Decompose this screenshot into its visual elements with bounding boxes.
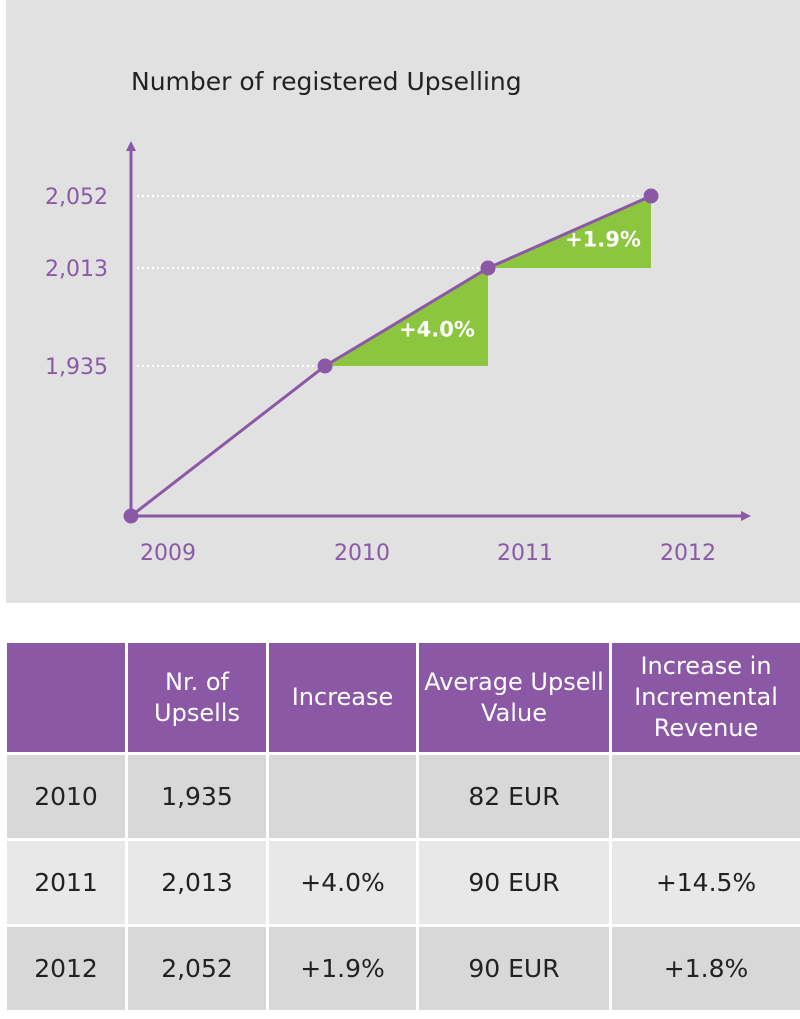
cell-revenue-increase: +1.8%: [612, 927, 800, 1010]
upsell-table: Nr. of Upsells Increase Average Upsell V…: [4, 640, 800, 1013]
table-row: 2011 2,013 +4.0% 90 EUR +14.5%: [7, 841, 800, 924]
table-row: 2012 2,052 +1.9% 90 EUR +1.8%: [7, 927, 800, 1010]
table-row: 2010 1,935 82 EUR: [7, 755, 800, 838]
header-average-upsell-value: Average Upsell Value: [419, 643, 609, 752]
cell-year: 2011: [7, 841, 125, 924]
cell-increase: [269, 755, 416, 838]
header-year: [7, 643, 125, 752]
x-tick-label: 2010: [334, 541, 390, 566]
data-point: [317, 358, 333, 374]
cell-increase: +1.9%: [269, 927, 416, 1010]
data-point: [123, 508, 139, 524]
x-tick-label: 2011: [497, 541, 553, 566]
x-tick-label: 2009: [140, 541, 196, 566]
header-increase: Increase: [269, 643, 416, 752]
chart-panel: Number of registered Upselling +4.0% +1.9…: [6, 0, 800, 603]
chart-title: Number of registered Upselling: [131, 67, 522, 96]
cell-nr-of-upsells: 1,935: [128, 755, 266, 838]
cell-year: 2010: [7, 755, 125, 838]
data-point: [480, 260, 496, 276]
data-point: [643, 188, 659, 204]
series-line: [130, 194, 652, 518]
cell-average-upsell-value: 90 EUR: [419, 841, 609, 924]
cell-nr-of-upsells: 2,013: [128, 841, 266, 924]
cell-revenue-increase: +14.5%: [612, 841, 800, 924]
growth-label: +4.0%: [399, 318, 475, 342]
y-tick-label: 1,935: [45, 355, 108, 380]
cell-average-upsell-value: 82 EUR: [419, 755, 609, 838]
cell-nr-of-upsells: 2,052: [128, 927, 266, 1010]
table-header-row: Nr. of Upsells Increase Average Upsell V…: [7, 643, 800, 752]
y-tick-label: 2,013: [45, 257, 108, 282]
cell-year: 2012: [7, 927, 125, 1010]
x-tick-label: 2012: [660, 541, 716, 566]
cell-increase: +4.0%: [269, 841, 416, 924]
cell-revenue-increase: [612, 755, 800, 838]
y-tick-label: 2,052: [45, 185, 108, 210]
growth-label: +1.9%: [565, 227, 641, 251]
header-nr-of-upsells: Nr. of Upsells: [128, 643, 266, 752]
cell-average-upsell-value: 90 EUR: [419, 927, 609, 1010]
header-increase-incremental-revenue: Increase in Incremental Revenue: [612, 643, 800, 752]
line-chart: Number of registered Upselling +4.0% +1.9…: [45, 67, 751, 566]
